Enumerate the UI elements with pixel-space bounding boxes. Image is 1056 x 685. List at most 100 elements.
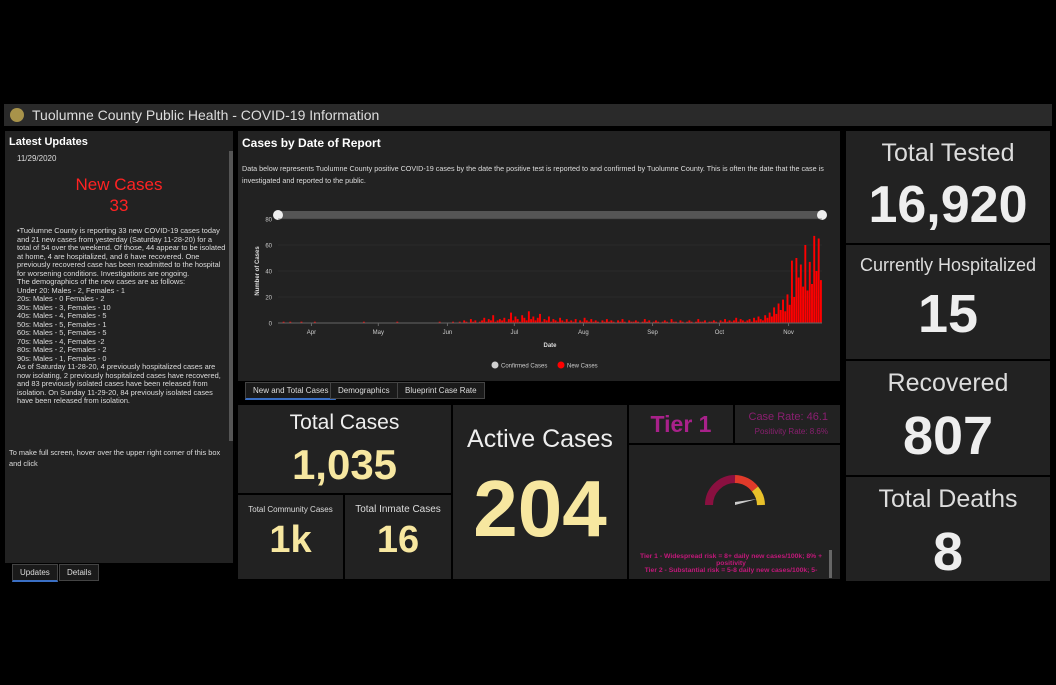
tile: Case Rate: 46.1 Positivity Rate: 8.6%: [735, 405, 840, 443]
slider-handle[interactable]: [273, 210, 283, 220]
bar: [597, 321, 599, 323]
bar: [554, 320, 557, 323]
tile: Total Inmate Cases 16: [345, 495, 451, 579]
bar: [525, 320, 528, 323]
x-tick-label: Jun: [443, 330, 453, 336]
x-tick-label: Aug: [578, 330, 589, 336]
update-line: As of Saturday 11-28-20, 4 previously ho…: [17, 362, 221, 405]
bar: [802, 286, 805, 323]
bar: [572, 321, 575, 323]
bar: [652, 321, 655, 323]
bar: [610, 320, 613, 323]
bar: [474, 320, 477, 323]
bar: [632, 321, 635, 323]
update-line: 60s: Males - 5, Females - 5: [17, 328, 107, 337]
stat-value: 16,920: [868, 176, 1028, 234]
bar: [630, 321, 633, 323]
y-tick-label: 20: [265, 296, 272, 302]
x-tick-label: Apr: [307, 330, 316, 336]
bar: [748, 319, 751, 323]
bar: [485, 321, 488, 323]
x-tick-label: Sep: [647, 330, 658, 336]
bar: [463, 320, 466, 323]
tier-notes: Tier 1 - Widespread risk = 8+ daily new …: [633, 553, 829, 574]
bar: [766, 317, 769, 323]
update-text: •Tuolumne County is reporting 33 new COV…: [17, 226, 227, 406]
tile: Total Community Cases 1k: [238, 495, 343, 579]
tab[interactable]: Details: [59, 564, 100, 581]
update-line: 30s: Males - 3, Females - 10: [17, 302, 111, 312]
stat-tile: Currently Hospitalized 15: [846, 245, 1050, 359]
scrollbar: [829, 550, 832, 578]
bar: [704, 320, 706, 323]
scrollbar: [229, 151, 233, 441]
bar: [565, 319, 568, 323]
bar: [512, 320, 515, 323]
bar: [547, 316, 550, 323]
stat-tile: Total Tested 16,920: [846, 131, 1050, 243]
legend-label: New Cases: [567, 364, 598, 370]
bar: [621, 319, 624, 323]
update-line: Under 20: Males - 2, Females - 1: [17, 285, 126, 295]
bar: [490, 320, 492, 323]
tier-note: Tier 2 - Substantial risk = 5-8 daily ne…: [644, 567, 818, 574]
bar: [534, 320, 537, 323]
bar: [675, 321, 677, 323]
bar: [469, 319, 472, 323]
bar: [648, 320, 651, 323]
stat-tile: Total Deaths 8: [846, 477, 1050, 582]
logo: [10, 108, 24, 122]
bar: [601, 320, 604, 323]
bar: [672, 321, 675, 323]
bar: [663, 320, 666, 323]
tab[interactable]: Updates: [12, 564, 58, 582]
bar: [797, 277, 800, 323]
x-tick-label: Oct: [715, 330, 725, 336]
bar: [603, 321, 606, 323]
bar: [724, 319, 726, 323]
update-line: 40s: Males - 4, Females - 5: [17, 311, 107, 320]
bar: [708, 321, 711, 323]
bar: [637, 321, 640, 323]
tab[interactable]: New and Total Cases: [245, 382, 337, 400]
bar: [712, 320, 715, 323]
bar: [539, 313, 541, 323]
legend-swatch: [557, 361, 565, 369]
update-line: The demographics of the new cases are as…: [17, 277, 186, 286]
bar: [568, 321, 570, 323]
bar: [579, 320, 582, 323]
bar: [559, 317, 562, 323]
bar: [643, 319, 646, 323]
y-tick-label: 80: [265, 218, 272, 224]
tile: Tier 1 - Widespread risk = 8+ daily new …: [629, 445, 840, 579]
bar: [773, 307, 776, 323]
bar: [438, 321, 441, 323]
case-rate: Case Rate: 46.1: [748, 411, 829, 423]
tab[interactable]: Demographics: [330, 382, 398, 399]
bar: [514, 316, 517, 323]
positivity-rate: Positivity Rate: 8.6%: [754, 427, 828, 436]
bar: [679, 320, 682, 323]
update-line: 20s: Males - 0 Females - 2: [17, 294, 105, 303]
bar: [661, 321, 664, 323]
tab[interactable]: Blueprint Case Rate: [397, 382, 485, 399]
bar: [735, 317, 738, 323]
stat-label: Total Tested: [881, 139, 1015, 167]
bar: [813, 235, 816, 323]
y-tick-label: 40: [265, 270, 272, 276]
bar: [483, 317, 486, 323]
headline: New Cases: [75, 175, 163, 194]
panel-title: Latest Updates: [9, 136, 88, 148]
x-tick-label: May: [373, 330, 384, 336]
chart: 0 20 40 60 80 Apr May Jun Jul Aug Sep Oct Nov Date Num…: [255, 210, 827, 370]
tile-value: 1,035: [291, 441, 398, 488]
chart-description: Data below represents Tuolumne County po…: [242, 164, 824, 185]
bar: [592, 321, 595, 323]
bar: [701, 321, 704, 323]
bar: [739, 319, 742, 323]
slider-handle[interactable]: [817, 210, 827, 220]
bar: [634, 320, 637, 323]
bar: [699, 321, 702, 323]
bar: [764, 315, 767, 323]
bar: [777, 303, 780, 323]
